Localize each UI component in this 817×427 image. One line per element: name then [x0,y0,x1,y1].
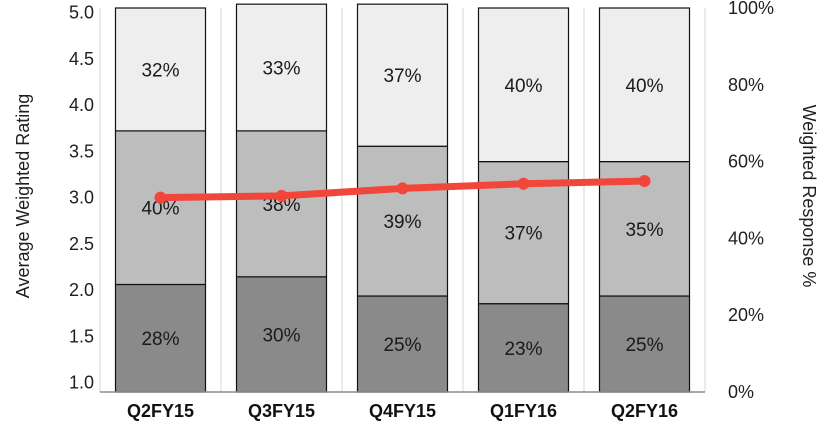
rating-point [275,189,288,202]
bar-segment [598,7,691,163]
bar-data-label: 35% [625,220,663,241]
bar-segment [235,130,328,278]
bar-data-label: 38% [262,195,300,216]
bar-stacks: 28% 40% 32% 30% 38% 33% 25% 39% 37% 23% 37% 40% 25% 3… [114,3,691,393]
rating-point [517,177,530,190]
y2-axis-title: Weighted Response % [799,105,817,288]
bar-data-label: 40% [625,76,663,97]
y-tick-label: 3.5 [69,141,94,161]
x-tick-label: Q1FY16 [490,401,557,421]
rating-point [154,191,167,204]
bar-segment [477,7,570,163]
bar-segment [235,276,328,393]
bar-data-label: 25% [625,335,663,356]
bar-segment [235,3,328,132]
bar-data-label: 25% [383,335,421,356]
rating-point [396,182,409,195]
y2-tick-label: 100% [728,0,774,18]
right-axis-ticks: 100% 80% 60% 40% 20% 0% [728,0,774,402]
y2-tick-label: 20% [728,305,764,325]
bar-data-label: 39% [383,212,421,233]
y2-tick-label: 40% [728,228,764,248]
vertical-gridlines [99,8,706,392]
bar-data-label: 28% [141,329,179,350]
y-tick-label: 4.0 [69,95,94,115]
left-axis-ticks: 5.0 4.5 4.0 3.5 3.0 2.5 2.0 1.5 1.0 [69,3,94,393]
x-tick-label: Q2FY16 [611,401,678,421]
bar-segment [356,145,449,297]
rating-line-series [154,175,651,204]
bar-data-label: 37% [383,66,421,87]
category-labels: Q2FY15 Q3FY15 Q4FY15 Q1FY16 Q2FY16 [127,401,678,421]
bar-data-label: 23% [504,339,542,360]
y-tick-label: 1.0 [69,373,94,393]
bar-data-label: 37% [504,224,542,245]
bar-data-label: 40% [504,76,542,97]
y2-tick-label: 60% [728,152,764,172]
x-tick-label: Q4FY15 [369,401,436,421]
y2-tick-label: 80% [728,75,764,95]
y-tick-label: 1.5 [69,326,94,346]
y-tick-label: 2.0 [69,280,94,300]
y-tick-label: 4.5 [69,49,94,69]
x-tick-label: Q3FY15 [248,401,315,421]
rating-point [638,175,651,188]
y-tick-label: 3.0 [69,188,94,208]
bar-segment [356,3,449,147]
y-axis-title: Average Weighted Rating [13,94,33,298]
y-tick-label: 5.0 [69,3,94,23]
bar-segment [114,130,207,286]
y-tick-label: 2.5 [69,234,94,254]
y2-tick-label: 0% [728,382,754,402]
bar-data-label: 30% [262,325,300,346]
bar-segment [114,7,207,132]
bar-data-label: 32% [141,60,179,81]
x-tick-label: Q2FY15 [127,401,194,421]
bar-data-label: 33% [262,59,300,80]
bar-data-label: 40% [141,199,179,220]
bar-segment [598,295,691,393]
